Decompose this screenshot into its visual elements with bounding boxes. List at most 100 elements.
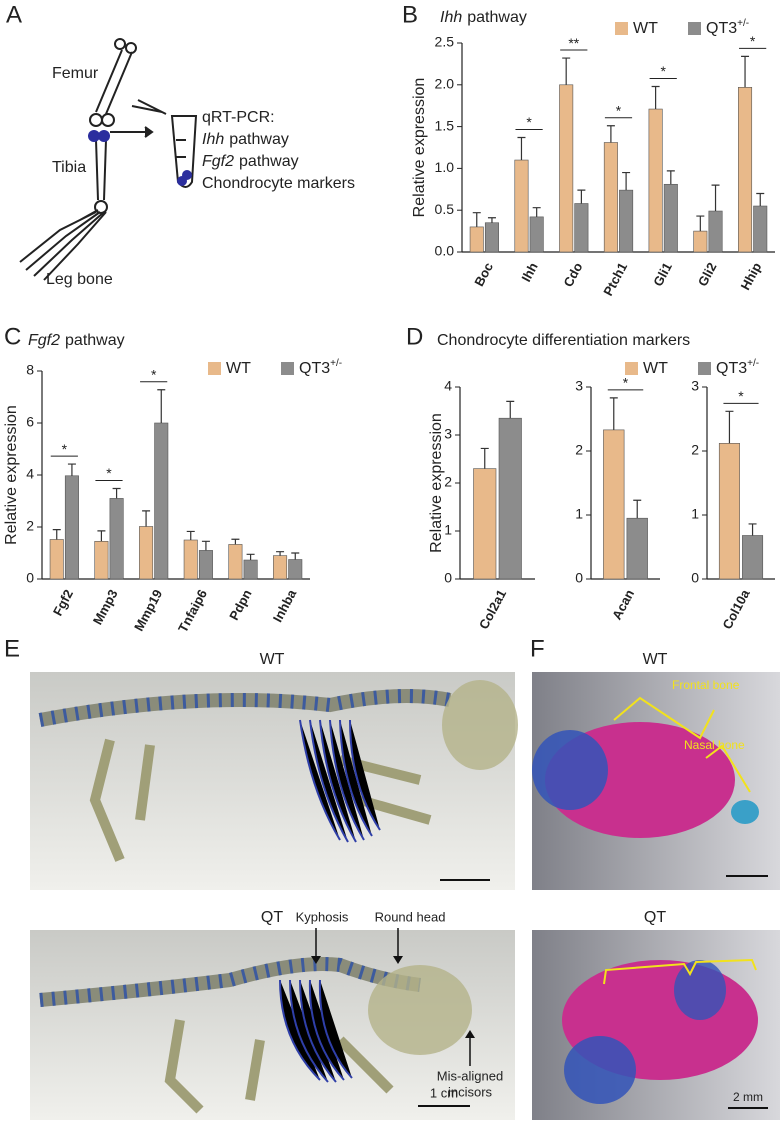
significance-label: **: [568, 35, 579, 51]
cartilage: [674, 960, 726, 1020]
scale-label: 2 mm: [733, 1090, 763, 1104]
error-bar: [276, 551, 285, 556]
bar: [228, 544, 243, 580]
legend-swatch: [625, 362, 638, 375]
bar: [708, 210, 723, 253]
significance-label: *: [623, 375, 629, 391]
y-tick-label: 8: [26, 362, 34, 378]
label: qRT-PCR:: [202, 109, 275, 126]
y-tick-label: 2: [691, 442, 699, 458]
panel-label: F: [530, 635, 545, 662]
panel-label: D: [406, 323, 423, 350]
chart-title: Chondrocyte differentiation markers: [437, 332, 690, 349]
significance-label: *: [151, 366, 157, 382]
y-tick-label: 1: [575, 506, 583, 522]
panel-label: A: [6, 1, 22, 28]
legend-swatch: [615, 22, 628, 35]
y-tick-label: 1: [444, 522, 452, 538]
legend-sup: +/-: [737, 18, 749, 29]
error-bar: [651, 85, 660, 110]
error-bar: [748, 523, 757, 536]
y-tick-label: 3: [575, 378, 583, 394]
bar: [109, 498, 124, 580]
annotation: Frontal bone: [672, 678, 740, 692]
sample-dot: [182, 170, 192, 180]
y-tick-label: 3: [444, 426, 452, 442]
y-tick-label: 2: [575, 442, 583, 458]
x-tick-label: Hhip: [738, 260, 765, 293]
bar: [738, 87, 753, 253]
bracket: [705, 744, 751, 793]
bar: [574, 203, 589, 253]
bar: [198, 550, 213, 580]
x-tick-label: Fgf2: [50, 587, 76, 618]
legend-label: WT: [643, 360, 668, 377]
y-tick-label: 2: [26, 518, 34, 534]
error-bar: [622, 171, 631, 191]
legend-label: WT: [226, 360, 251, 377]
error-bar: [609, 397, 618, 430]
x-tick-label: Boc: [471, 260, 496, 289]
significance-label: *: [106, 465, 112, 481]
error-bar: [291, 552, 300, 560]
italic-text: Ihh: [202, 131, 224, 148]
significance-label: *: [526, 114, 532, 130]
label: Femur: [52, 65, 99, 82]
x-tick-label: Ptch1: [600, 260, 630, 298]
skeleton-qt: [39, 957, 472, 1114]
error-bar: [472, 212, 481, 227]
bracket: [603, 958, 757, 985]
y-tick-label: 6: [26, 414, 34, 430]
bar: [94, 540, 109, 580]
label: Leg bone: [46, 271, 113, 288]
bar: [559, 84, 574, 253]
error-bar: [633, 499, 642, 519]
x-tick-label: Ihh: [518, 260, 540, 284]
bracket: [613, 696, 715, 740]
significance-label: *: [660, 63, 666, 79]
leg-schematic: [19, 38, 198, 281]
chart-title: Ihh pathway: [440, 9, 527, 26]
label: Tibia: [52, 159, 86, 176]
x-tick-label: Cdo: [560, 260, 585, 289]
title: pathway: [65, 332, 125, 349]
label: QT: [644, 909, 666, 926]
error-bar: [142, 510, 151, 527]
y-tick-label: 2: [444, 474, 452, 490]
legend-swatch: [688, 22, 701, 35]
error-bar: [517, 136, 526, 161]
legend-label: WT: [633, 20, 658, 37]
significance-label: *: [62, 441, 68, 457]
significance-label: *: [738, 388, 744, 404]
x-tick-label: Gli2: [695, 260, 720, 289]
x-tick-label: Col2a1: [476, 587, 509, 632]
error-bar: [666, 170, 675, 185]
legend-name: QT3: [299, 360, 330, 377]
bar: [183, 539, 198, 580]
bar: [469, 226, 484, 253]
y-tick-label: 2.0: [435, 76, 455, 92]
x-tick-label: Col10a: [719, 586, 753, 631]
error-bar: [562, 57, 571, 85]
panel-e-text: QT Kyphosis Round head Mis-aligned incis…: [261, 909, 503, 1100]
x-tick-label: Acan: [609, 587, 637, 622]
y-tick-label: 2.5: [435, 34, 455, 50]
ribs-qt: [279, 979, 353, 1083]
error-bar: [201, 540, 210, 551]
significance-label: *: [616, 102, 622, 118]
panel-label: B: [402, 1, 418, 28]
bar: [243, 559, 258, 580]
error-bar: [246, 553, 255, 561]
cartilage-dot: [88, 130, 100, 142]
title-italic: Ihh: [440, 9, 462, 26]
error-bar: [577, 189, 586, 204]
y-tick-label: 0: [26, 570, 34, 586]
bar: [514, 159, 529, 253]
y-tick-label: 1: [691, 506, 699, 522]
bar: [626, 517, 648, 580]
label: Fgf2 pathway: [202, 153, 299, 170]
text: Chondrocyte markers: [202, 175, 355, 192]
error-bar: [606, 125, 615, 143]
title-italic: Fgf2: [28, 332, 60, 349]
